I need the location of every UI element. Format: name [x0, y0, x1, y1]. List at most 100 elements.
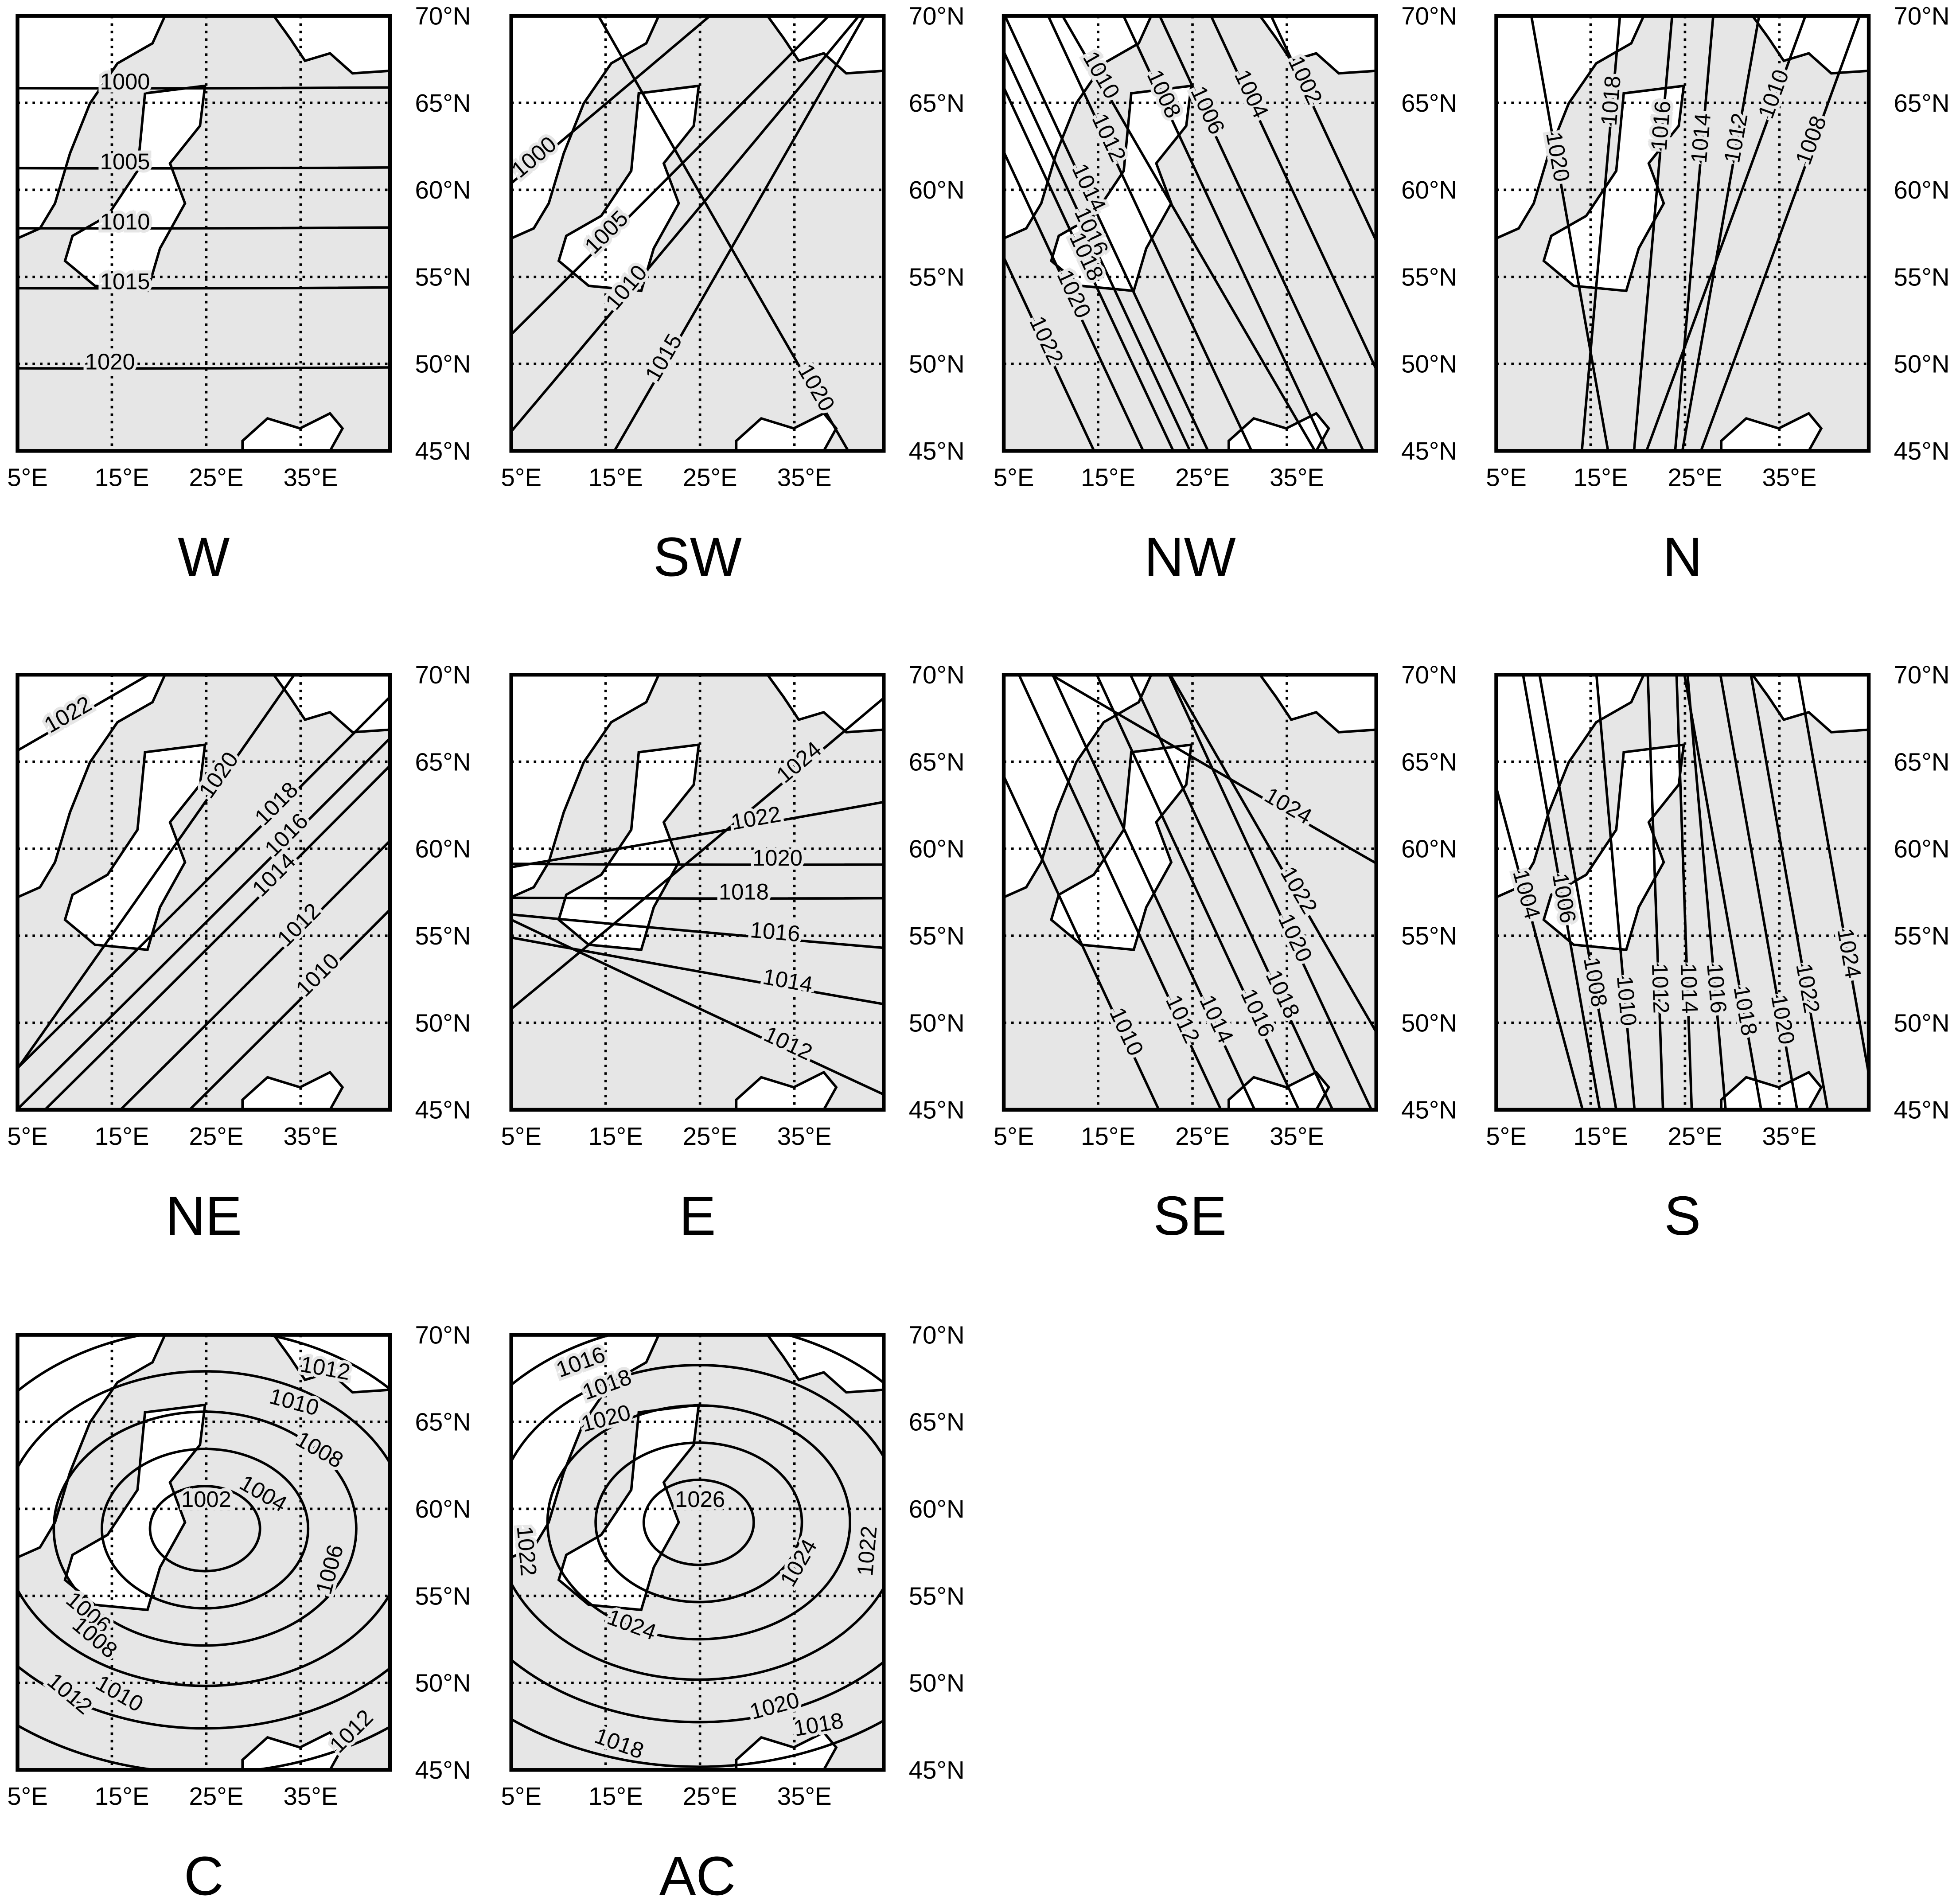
map-frame — [1494, 14, 1871, 453]
isobar — [17, 675, 152, 752]
coastline — [1258, 675, 1376, 734]
contour-label: 1014 — [1686, 112, 1716, 164]
lat-tick-label: 65°N — [909, 89, 965, 117]
isobar — [118, 839, 390, 1110]
isobar — [1048, 675, 1376, 865]
isobar — [1796, 675, 1869, 1086]
lon-tick-label: 5°E — [7, 1122, 48, 1150]
isobar — [1595, 675, 1636, 1110]
map-frame — [509, 1333, 886, 1772]
lat-tick-label: 70°N — [415, 1321, 471, 1349]
isobar — [101, 1448, 310, 1610]
contour-label: 1016 — [749, 917, 801, 947]
lon-tick-label: 15°E — [95, 1782, 149, 1810]
contour-label: 1014 — [1676, 963, 1703, 1014]
isobar — [511, 863, 884, 866]
isobar — [17, 366, 390, 370]
isobar — [1017, 675, 1223, 1110]
contour-label: 1026 — [675, 1487, 725, 1512]
isobar — [1521, 675, 1601, 1110]
lon-tick-label: 5°E — [994, 1122, 1034, 1150]
coastline — [511, 675, 660, 899]
isobar — [1051, 675, 1256, 1110]
coastline — [766, 16, 884, 75]
coastline — [557, 84, 701, 293]
lat-tick-label: 45°N — [909, 1096, 965, 1124]
lat-tick-label: 45°N — [1401, 1096, 1457, 1124]
coastline — [1227, 1070, 1330, 1110]
coastline — [272, 675, 390, 734]
lat-tick-label: 50°N — [415, 1009, 471, 1037]
lat-tick-label: 65°N — [1894, 89, 1949, 117]
lon-tick-label: 5°E — [994, 463, 1034, 491]
lat-tick-label: 50°N — [1894, 350, 1949, 378]
lon-tick-label: 35°E — [284, 1782, 338, 1810]
isobar — [1004, 254, 1095, 451]
lat-tick-label: 65°N — [415, 1408, 471, 1436]
contour-label: 1005 — [100, 149, 150, 174]
lat-tick-label: 50°N — [909, 1669, 965, 1697]
lon-tick-label: 25°E — [1175, 463, 1230, 491]
isobar — [1682, 675, 1762, 1110]
contour-label: 1002 — [181, 1487, 231, 1512]
isobar — [511, 16, 712, 185]
lat-tick-label: 70°N — [909, 1321, 965, 1349]
lon-tick-label: 25°E — [1668, 1122, 1722, 1150]
lat-tick-label: 50°N — [1401, 350, 1457, 378]
isobar — [1209, 16, 1376, 372]
isobar — [148, 1485, 261, 1573]
isobar — [17, 675, 296, 1071]
isobar — [546, 1404, 851, 1641]
lat-tick-label: 55°N — [1894, 263, 1949, 291]
lat-tick-label: 50°N — [415, 350, 471, 378]
isobar — [1270, 16, 1376, 244]
lon-tick-label: 35°E — [777, 1122, 832, 1150]
isobar — [1004, 773, 1161, 1110]
lon-tick-label: 25°E — [1668, 463, 1722, 491]
isobar — [613, 16, 866, 451]
coastline — [735, 1070, 838, 1110]
lat-tick-label: 60°N — [415, 1495, 471, 1523]
contour-label: 1000 — [100, 69, 150, 94]
isobar — [17, 695, 390, 1070]
contour-label: 1020 — [752, 845, 803, 870]
map-frame — [509, 14, 886, 453]
isobar — [511, 1335, 884, 1724]
lat-tick-label: 45°N — [415, 1096, 471, 1124]
isobar — [1674, 16, 1715, 451]
isobar — [1167, 675, 1373, 1110]
lon-tick-label: 35°E — [284, 1122, 338, 1150]
isobar — [511, 896, 884, 900]
lat-tick-label: 45°N — [909, 437, 965, 465]
map-frame — [1001, 673, 1378, 1112]
isobar — [1749, 675, 1828, 1110]
lat-tick-label: 45°N — [1894, 437, 1949, 465]
lon-tick-label: 25°E — [189, 463, 244, 491]
coastline — [1227, 412, 1330, 451]
lon-tick-label: 25°E — [189, 1782, 244, 1810]
coastline — [1751, 16, 1869, 75]
lat-tick-label: 50°N — [1401, 1009, 1457, 1037]
lon-tick-label: 15°E — [1574, 1122, 1628, 1150]
lon-tick-label: 35°E — [1762, 1122, 1817, 1150]
coastline — [511, 1335, 660, 1559]
lon-tick-label: 15°E — [1574, 463, 1628, 491]
panel-title: C — [184, 1846, 224, 1897]
panel-title: AC — [659, 1846, 736, 1897]
lat-tick-label: 65°N — [1401, 748, 1457, 776]
coastline — [17, 16, 167, 240]
isobar — [1122, 16, 1329, 451]
map-frame — [509, 673, 886, 1112]
isobar — [52, 1410, 358, 1647]
isobar — [1633, 16, 1674, 451]
isobar — [1581, 16, 1622, 451]
lat-tick-label: 60°N — [1401, 176, 1457, 204]
map-body: 1012101010081004100210061006100810101012… — [17, 1335, 390, 1770]
lon-tick-label: 25°E — [683, 463, 737, 491]
isobar — [511, 16, 831, 336]
isobar — [17, 86, 390, 90]
